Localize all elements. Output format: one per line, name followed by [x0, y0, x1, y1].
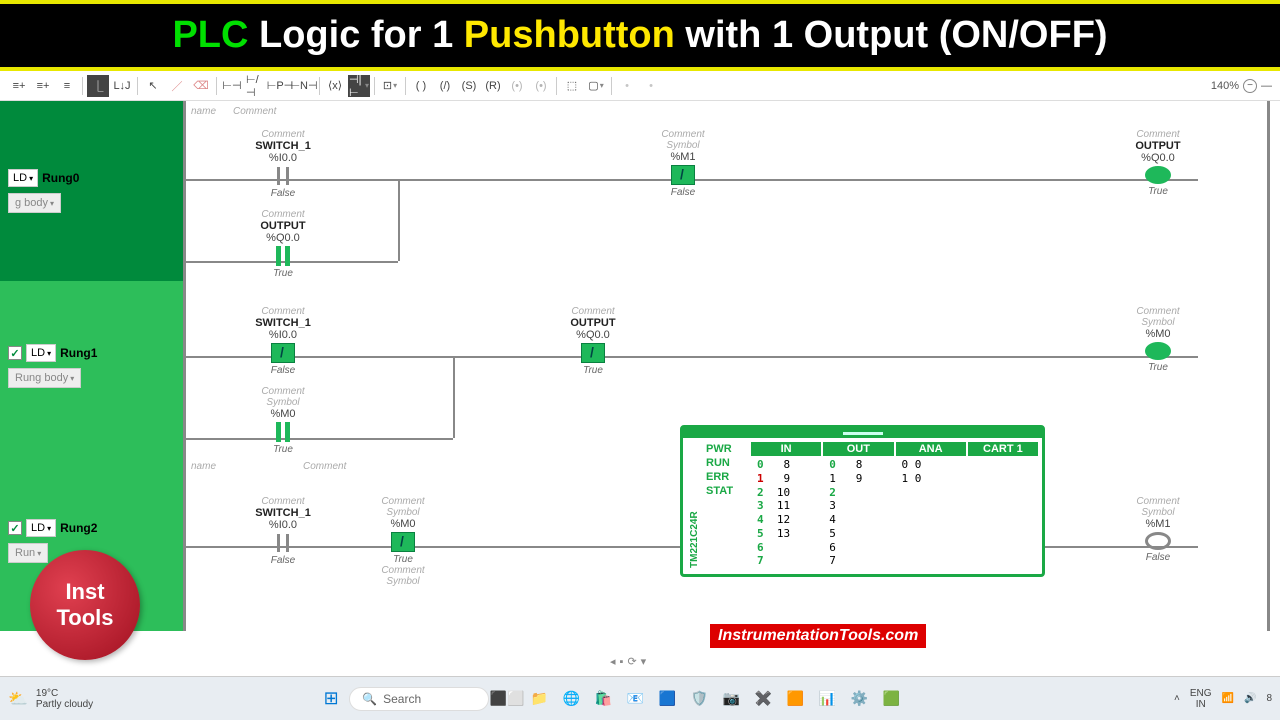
- app-icon-7[interactable]: 📊: [813, 685, 841, 713]
- function-block-dropdown[interactable]: ⊡: [379, 75, 401, 97]
- r1-output[interactable]: Comment Symbol %M0 True: [1118, 306, 1198, 373]
- cursor-icon[interactable]: ↖: [142, 75, 164, 97]
- app-icon-5[interactable]: ✖️: [749, 685, 777, 713]
- zoom-out-icon[interactable]: −: [1243, 79, 1257, 93]
- volume-icon[interactable]: 🔊: [1244, 693, 1256, 704]
- rung0-name: Rung0: [42, 171, 79, 185]
- search-icon: 🔍: [362, 692, 377, 706]
- rung1-type-select[interactable]: LD: [26, 344, 56, 362]
- erase-icon[interactable]: ⌫: [190, 75, 212, 97]
- draw-line-icon[interactable]: ／: [166, 75, 188, 97]
- title-text: PLC Logic for 1 Pushbutton with 1 Output…: [20, 14, 1260, 57]
- tray-chevron-icon[interactable]: ˄: [1174, 693, 1180, 704]
- r2-contact1[interactable]: Comment SWITCH_1 %I0.0 False: [243, 496, 323, 566]
- app-icon-8[interactable]: ⚙️: [845, 685, 873, 713]
- neg-coil-icon[interactable]: (/): [434, 75, 456, 97]
- app-icon-1[interactable]: 📧: [621, 685, 649, 713]
- app-icon-2[interactable]: 🟦: [653, 685, 681, 713]
- rung1-name: Rung1: [60, 346, 97, 360]
- task-view-icon[interactable]: ⬛⬜: [493, 685, 521, 713]
- insert-rung-icon[interactable]: ≡: [56, 75, 78, 97]
- inst-tools-logo: InstTools: [30, 550, 140, 660]
- sim-col-ana: ANA 0 01 0: [896, 442, 966, 570]
- extra-btn1[interactable]: •: [616, 75, 638, 97]
- wifi-icon[interactable]: 📶: [1222, 693, 1234, 704]
- r2-output[interactable]: Comment Symbol %M1 False: [1118, 496, 1198, 563]
- r1-contact1[interactable]: Comment SWITCH_1 %I0.0 False: [243, 306, 323, 376]
- set-coil-icon[interactable]: (S): [458, 75, 480, 97]
- ladder-toolbar: ≡+ ≡+ ≡ ⎿ L↓J ↖ ／ ⌫ ⊢⊣ ⊢/⊣ ⊢P⊣ ⊢N⊣ ⟨x⟩ ⊣…: [0, 71, 1280, 101]
- rung0-type-select[interactable]: LD: [8, 169, 38, 187]
- insert-rung-after-icon[interactable]: ≡+: [32, 75, 54, 97]
- sim-titlebar[interactable]: [683, 428, 1042, 438]
- branch-mode-icon[interactable]: ⎿: [87, 75, 109, 97]
- video-title-bar: PLC Logic for 1 Pushbutton with 1 Output…: [0, 0, 1280, 71]
- start-button[interactable]: ⊞: [317, 685, 345, 713]
- r0-output[interactable]: Comment OUTPUT %Q0.0 True: [1118, 129, 1198, 197]
- r1-branch[interactable]: Comment Symbol %M0 True: [243, 386, 323, 455]
- rung0-body-select[interactable]: g body: [8, 193, 61, 213]
- taskbar-search[interactable]: 🔍 Search: [349, 687, 489, 711]
- sim-col-cart: CART 1: [968, 442, 1038, 570]
- sim-status-col: PWR RUN ERR STAT: [704, 442, 749, 570]
- coil-x2-icon[interactable]: (•): [530, 75, 552, 97]
- notification-count[interactable]: 8: [1266, 693, 1272, 704]
- rung1-body-select[interactable]: Rung body: [8, 368, 81, 388]
- rising-contact-icon[interactable]: ⊢P⊣: [269, 75, 291, 97]
- reset-coil-icon[interactable]: (R): [482, 75, 504, 97]
- rung2-check[interactable]: ✓: [8, 521, 22, 535]
- app-icon-9[interactable]: 🟩: [877, 685, 905, 713]
- extra-btn2[interactable]: •: [640, 75, 662, 97]
- compare-dropdown[interactable]: ⊣|⊢: [348, 75, 370, 97]
- operate-block-icon[interactable]: ⬚: [561, 75, 583, 97]
- ref-icon[interactable]: ⟨x⟩: [324, 75, 346, 97]
- weather-widget[interactable]: 19°C Partly cloudy: [36, 688, 93, 710]
- zoom-control[interactable]: 140% − —: [1211, 79, 1272, 93]
- app-icon-4[interactable]: 📷: [717, 685, 745, 713]
- rung0-header[interactable]: LD Rung0 g body: [0, 101, 183, 281]
- r0-contact2[interactable]: Comment Symbol %M1 False: [643, 129, 723, 198]
- sim-model-label: TM221C24R: [687, 442, 702, 570]
- r2-contact2[interactable]: Comment Symbol %M0 True Comment Symbol: [363, 496, 443, 587]
- sim-col-in: IN 0 81 92 103 114 125 1367: [751, 442, 821, 570]
- branch-label-icon[interactable]: L↓J: [111, 75, 133, 97]
- coil-x1-icon[interactable]: (•): [506, 75, 528, 97]
- r0-branch[interactable]: Comment OUTPUT %Q0.0 True: [243, 209, 323, 279]
- ladder-editor: LD Rung0 g body ✓ LD Rung1 Rung body ✓ L…: [0, 101, 1280, 631]
- windows-taskbar[interactable]: ⛅ 19°C Partly cloudy ⊞ 🔍 Search ⬛⬜ 📁 🌐 🛍…: [0, 676, 1280, 720]
- coil-icon[interactable]: ( ): [410, 75, 432, 97]
- nc-contact-icon[interactable]: ⊢/⊣: [245, 75, 267, 97]
- language-indicator[interactable]: ENGIN: [1190, 688, 1212, 710]
- watermark-text: InstrumentationTools.com: [710, 624, 926, 648]
- rung2-type-select[interactable]: LD: [26, 519, 56, 537]
- rung1-header[interactable]: ✓ LD Rung1 Rung body: [0, 281, 183, 456]
- r1-contact2[interactable]: Comment OUTPUT %Q0.0 True: [553, 306, 633, 376]
- r0-contact1[interactable]: Comment SWITCH_1 %I0.0 False: [243, 129, 323, 199]
- bottom-pager[interactable]: ◂▪⟳▾: [610, 655, 646, 668]
- display-dropdown[interactable]: ▢: [585, 75, 607, 97]
- simulator-panel[interactable]: TM221C24R PWR RUN ERR STAT IN 0 81 92 10…: [680, 425, 1045, 577]
- no-contact-icon[interactable]: ⊢⊣: [221, 75, 243, 97]
- explorer-icon[interactable]: 📁: [525, 685, 553, 713]
- insert-rung-before-icon[interactable]: ≡+: [8, 75, 30, 97]
- falling-contact-icon[interactable]: ⊢N⊣: [293, 75, 315, 97]
- app-icon-6[interactable]: 🟧: [781, 685, 809, 713]
- store-icon[interactable]: 🛍️: [589, 685, 617, 713]
- edge-icon[interactable]: 🌐: [557, 685, 585, 713]
- sim-col-out: OUT 0 81 9234567: [823, 442, 893, 570]
- rung1-check[interactable]: ✓: [8, 346, 22, 360]
- rung2-name: Rung2: [60, 521, 97, 535]
- rung2-body-select[interactable]: Run: [8, 543, 48, 563]
- rung0-canvas: Comment SWITCH_1 %I0.0 False Comment Sym…: [183, 101, 1280, 281]
- app-icon-3[interactable]: 🛡️: [685, 685, 713, 713]
